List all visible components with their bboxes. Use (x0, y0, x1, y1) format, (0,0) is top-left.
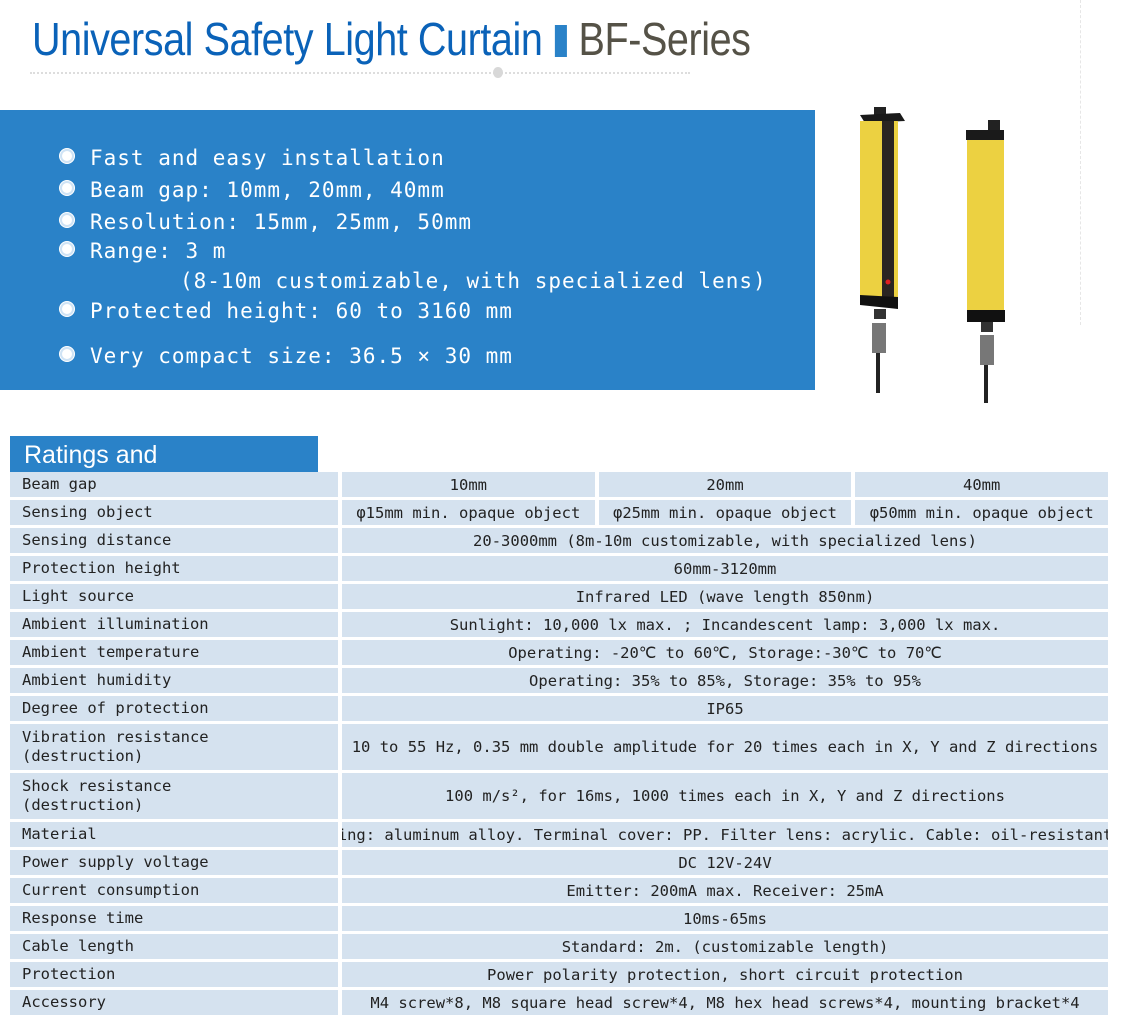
feature-item: Beam gap: 10mm, 20mm, 40mm (60, 178, 445, 202)
product-image (860, 107, 1005, 403)
table-row: Sensing distance 20-3000mm (8m-10m custom… (10, 528, 1108, 553)
bullet-icon (60, 149, 74, 163)
row-value: 20-3000mm (8m-10m customizable, with spe… (342, 528, 1108, 553)
row-value: Operating: 35% to 85%, Storage: 35% to 9… (342, 668, 1108, 693)
table-row: Ambient humidity Operating: 35% to 85%, S… (10, 668, 1108, 693)
label-line: Vibration resistance (22, 728, 209, 746)
row-label: Ambient temperature (10, 640, 338, 665)
row-label: Protection height (10, 556, 338, 581)
table-row: Degree of protection IP65 (10, 696, 1108, 721)
feature-text: Beam gap: 10mm, 20mm, 40mm (90, 178, 445, 202)
cell-20mm: φ25mm min. opaque object (598, 500, 852, 525)
table-row: Accessory M4 screw*8, M8 square head scre… (10, 990, 1108, 1015)
feature-item: Fast and easy installation (60, 146, 445, 170)
row-label: Degree of protection (10, 696, 338, 721)
specs-table: Beam gap 10mm 20mm 40mm Sensing object φ… (10, 472, 1109, 1018)
cell-20mm: 20mm (598, 472, 852, 497)
underline-dot (493, 67, 503, 78)
row-value: Operating: -20℃ to 60℃, Storage:-30℃ to … (342, 640, 1108, 665)
row-value: 100 m/s², for 16ms, 1000 times each in X… (342, 773, 1108, 819)
row-value: Emitter: 200mA max. Receiver: 25mA (342, 878, 1108, 903)
feature-note: (8-10m customizable, with specialized le… (180, 269, 767, 293)
row-value: 10 to 55 Hz, 0.35 mm double amplitude fo… (342, 724, 1108, 770)
table-row: Ambient illumination Sunlight: 10,000 lx … (10, 612, 1108, 637)
table-row: Beam gap 10mm 20mm 40mm (10, 472, 1109, 497)
feature-item: Very compact size: 36.5 × 30 mm (60, 344, 513, 368)
cell-10mm: φ15mm min. opaque object (342, 500, 595, 525)
table-row: Power supply voltage DC 12V-24V (10, 850, 1108, 875)
row-label: Cable length (10, 934, 338, 959)
row-value: DC 12V-24V (342, 850, 1108, 875)
bullet-icon (60, 347, 74, 361)
feature-text: Resolution: 15mm, 25mm, 50mm (90, 210, 473, 234)
table-row: Protection Power polarity protection, sho… (10, 962, 1108, 987)
bullet-icon (60, 181, 74, 195)
feature-text: Fast and easy installation (90, 146, 445, 170)
feature-item: Range: 3 m (60, 239, 226, 263)
row-value: Infrared LED (wave length 850nm) (342, 584, 1108, 609)
bullet-icon (60, 213, 74, 227)
emitter-unit (860, 107, 905, 393)
label-line: (destruction) (22, 747, 144, 765)
page-title: Universal Safety Light Curtain BF-Series (32, 12, 751, 66)
row-label: Vibration resistance (destruction) (10, 724, 338, 770)
row-value: Sunlight: 10,000 lx max. ; Incandescent … (342, 612, 1108, 637)
row-value: IP65 (342, 696, 1108, 721)
row-label: Protection (10, 962, 338, 987)
table-row: Cable length Standard: 2m. (customizable … (10, 934, 1108, 959)
table-row: Response time 10ms-65ms (10, 906, 1108, 931)
bullet-icon (60, 302, 74, 316)
row-value: Standard: 2m. (customizable length) (342, 934, 1108, 959)
feature-item: Resolution: 15mm, 25mm, 50mm (60, 210, 472, 234)
row-label: Sensing object (10, 500, 338, 525)
row-label: Ambient humidity (10, 668, 338, 693)
row-value: M4 screw*8, M8 square head screw*4, M8 h… (342, 990, 1108, 1015)
row-value: 60mm-3120mm (342, 556, 1108, 581)
table-row: Vibration resistance (destruction) 10 to 5… (10, 724, 1108, 770)
specs-heading: Ratings and Specifications (10, 436, 318, 507)
table-row: Sensing object φ15mm min. opaque object … (10, 500, 1109, 525)
feature-text: Very compact size: 36.5 × 30 mm (90, 344, 513, 368)
row-label: Ambient illumination (10, 612, 338, 637)
feature-banner: Fast and easy installation Beam gap: 10m… (0, 110, 815, 390)
row-label: Sensing distance (10, 528, 338, 553)
page-border (1080, 0, 1081, 325)
row-label: Response time (10, 906, 338, 931)
row-label: Power supply voltage (10, 850, 338, 875)
table-row: Ambient temperature Operating: -20℃ to 60… (10, 640, 1108, 665)
cell-40mm: φ50mm min. opaque object (855, 500, 1109, 525)
receiver-unit (966, 120, 1005, 403)
row-label: Beam gap (10, 472, 338, 497)
title-divider (554, 25, 567, 57)
cell-10mm: 10mm (342, 472, 595, 497)
cell-40mm: 40mm (855, 472, 1109, 497)
table-row: Shock resistance (destruction) 100 m/s², f… (10, 773, 1108, 819)
table-row: Light source Infrared LED (wave length 85… (10, 584, 1108, 609)
title-text: Universal Safety Light Curtain (32, 13, 543, 65)
bullet-icon (60, 242, 74, 256)
row-value: 10ms-65ms (342, 906, 1108, 931)
title-underline (30, 72, 690, 74)
feature-text: Protected height: 60 to 3160 mm (90, 299, 513, 323)
table-row: Protection height 60mm-3120mm (10, 556, 1108, 581)
label-line: Shock resistance (22, 777, 172, 795)
row-label: Light source (10, 584, 338, 609)
feature-item: Protected height: 60 to 3160 mm (60, 299, 513, 323)
series-text: BF-Series (578, 13, 751, 65)
table-row: Current consumption Emitter: 200mA max. R… (10, 878, 1108, 903)
feature-text: Range: 3 m (90, 239, 227, 263)
label-line: (destruction) (22, 796, 144, 814)
row-label: Shock resistance (destruction) (10, 773, 338, 819)
row-value: Housing: aluminum alloy. Terminal cover:… (342, 822, 1108, 847)
row-label: Current consumption (10, 878, 338, 903)
row-label: Accessory (10, 990, 338, 1015)
table-row: Material Housing: aluminum alloy. Termina… (10, 822, 1108, 847)
row-label: Material (10, 822, 338, 847)
row-value: Power polarity protection, short circuit… (342, 962, 1108, 987)
